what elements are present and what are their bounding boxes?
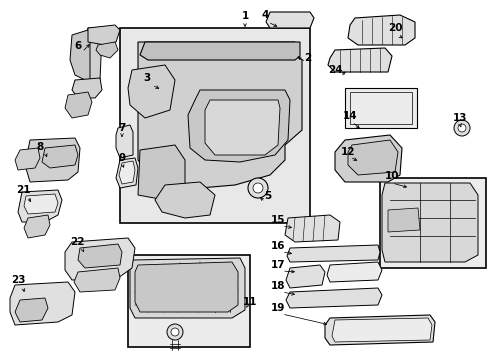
Polygon shape xyxy=(286,245,379,262)
Polygon shape xyxy=(325,315,434,345)
Polygon shape xyxy=(285,215,339,242)
Text: 16: 16 xyxy=(270,241,285,251)
Polygon shape xyxy=(24,215,50,238)
Bar xyxy=(128,255,249,347)
Polygon shape xyxy=(25,138,80,182)
Polygon shape xyxy=(138,145,184,200)
Polygon shape xyxy=(116,158,138,188)
Polygon shape xyxy=(187,90,289,162)
Polygon shape xyxy=(119,161,135,184)
Text: 1: 1 xyxy=(241,11,248,21)
Polygon shape xyxy=(85,28,102,80)
Polygon shape xyxy=(381,183,477,262)
Polygon shape xyxy=(15,148,40,170)
Text: 2: 2 xyxy=(304,53,311,63)
Circle shape xyxy=(171,328,179,336)
Polygon shape xyxy=(334,135,401,182)
Circle shape xyxy=(457,124,465,132)
Polygon shape xyxy=(387,208,419,232)
Text: 12: 12 xyxy=(340,147,354,157)
Text: 3: 3 xyxy=(143,73,150,83)
Polygon shape xyxy=(70,30,90,80)
Text: 9: 9 xyxy=(118,153,125,163)
Polygon shape xyxy=(74,268,120,292)
Polygon shape xyxy=(65,92,92,118)
Bar xyxy=(379,178,485,268)
Bar xyxy=(345,88,416,128)
Text: 23: 23 xyxy=(11,275,25,285)
Text: 19: 19 xyxy=(270,303,285,313)
Polygon shape xyxy=(72,78,102,98)
Text: 8: 8 xyxy=(36,142,43,152)
Polygon shape xyxy=(42,145,78,168)
Text: 24: 24 xyxy=(327,65,342,75)
Polygon shape xyxy=(135,262,238,312)
Text: 11: 11 xyxy=(242,297,257,307)
Polygon shape xyxy=(116,125,133,158)
Text: 7: 7 xyxy=(118,123,125,133)
Bar xyxy=(120,28,309,223)
Bar xyxy=(349,92,411,124)
Text: 5: 5 xyxy=(264,191,271,201)
Polygon shape xyxy=(326,262,381,282)
Text: 15: 15 xyxy=(270,215,285,225)
Polygon shape xyxy=(285,265,325,288)
Polygon shape xyxy=(15,298,48,322)
Polygon shape xyxy=(347,15,414,45)
Polygon shape xyxy=(65,238,135,280)
Polygon shape xyxy=(138,42,302,188)
Text: 14: 14 xyxy=(342,111,357,121)
Polygon shape xyxy=(10,282,75,325)
Circle shape xyxy=(453,120,469,136)
Circle shape xyxy=(252,183,263,193)
Circle shape xyxy=(167,324,183,340)
Polygon shape xyxy=(204,100,280,155)
Polygon shape xyxy=(327,48,391,72)
Polygon shape xyxy=(285,288,381,308)
Polygon shape xyxy=(347,140,397,175)
Text: 4: 4 xyxy=(261,10,268,20)
Text: 17: 17 xyxy=(270,260,285,270)
Text: 6: 6 xyxy=(74,41,81,51)
Polygon shape xyxy=(265,12,313,28)
Polygon shape xyxy=(128,65,175,118)
Polygon shape xyxy=(24,194,58,214)
Polygon shape xyxy=(130,258,244,318)
Polygon shape xyxy=(155,182,215,218)
Polygon shape xyxy=(96,42,118,58)
Polygon shape xyxy=(18,190,62,222)
Circle shape xyxy=(247,178,267,198)
Polygon shape xyxy=(88,25,120,45)
Text: 13: 13 xyxy=(452,113,467,123)
Text: 21: 21 xyxy=(16,185,30,195)
Polygon shape xyxy=(140,42,299,60)
Polygon shape xyxy=(331,318,431,342)
Text: 20: 20 xyxy=(387,23,402,33)
Bar xyxy=(122,30,307,221)
Text: 18: 18 xyxy=(270,281,285,291)
Text: 10: 10 xyxy=(384,171,398,181)
Polygon shape xyxy=(78,244,122,268)
Text: 22: 22 xyxy=(70,237,84,247)
